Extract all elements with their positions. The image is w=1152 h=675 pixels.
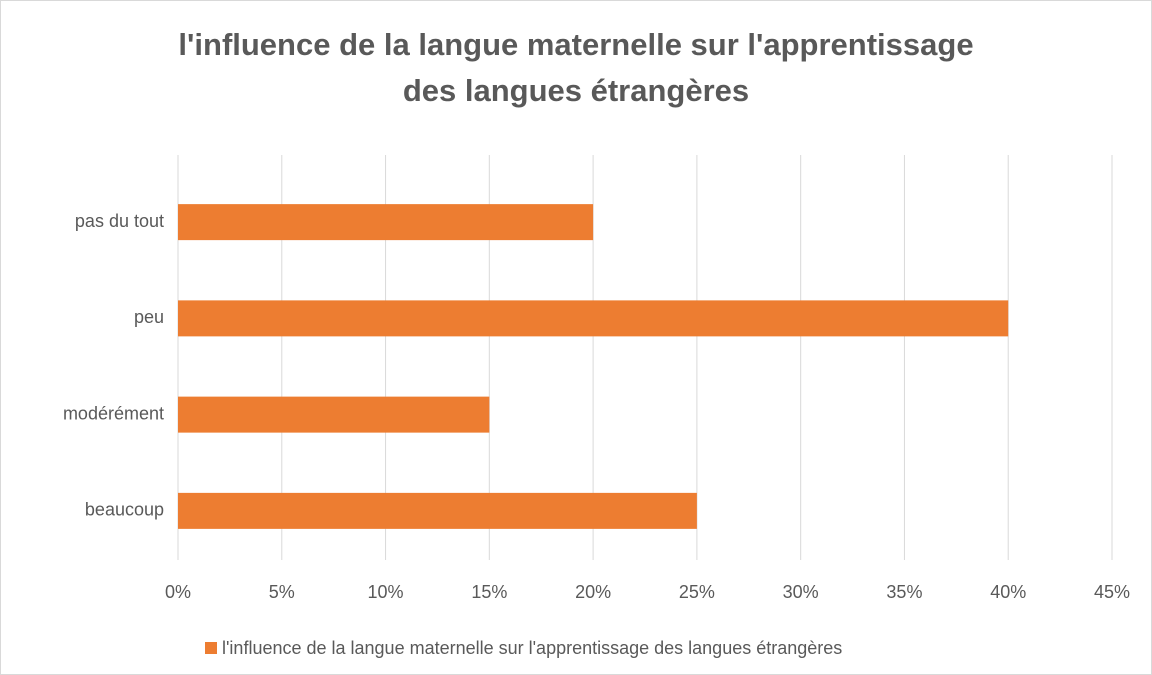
x-tick-label: 45%: [1094, 582, 1130, 602]
x-tick-label: 0%: [165, 582, 191, 602]
x-tick-label: 20%: [575, 582, 611, 602]
y-tick-label: peu: [134, 307, 164, 327]
chart-title: l'influence de la langue maternelle sur …: [178, 27, 974, 108]
x-tick-label: 25%: [679, 582, 715, 602]
y-tick-label: pas du tout: [75, 211, 164, 231]
x-tick-label: 15%: [471, 582, 507, 602]
x-tick-label: 35%: [886, 582, 922, 602]
legend-swatch: [205, 642, 217, 654]
y-tick-label: beaucoup: [85, 500, 164, 520]
x-tick-label: 40%: [990, 582, 1026, 602]
x-tick-label: 30%: [783, 582, 819, 602]
bar: [178, 204, 594, 241]
y-tick-label: modérément: [63, 403, 164, 423]
bar: [178, 300, 1009, 337]
x-tick-label: 5%: [269, 582, 295, 602]
bar: [178, 396, 490, 433]
legend-label: l'influence de la langue maternelle sur …: [222, 638, 842, 658]
x-tick-label: 10%: [368, 582, 404, 602]
bar: [178, 492, 697, 529]
